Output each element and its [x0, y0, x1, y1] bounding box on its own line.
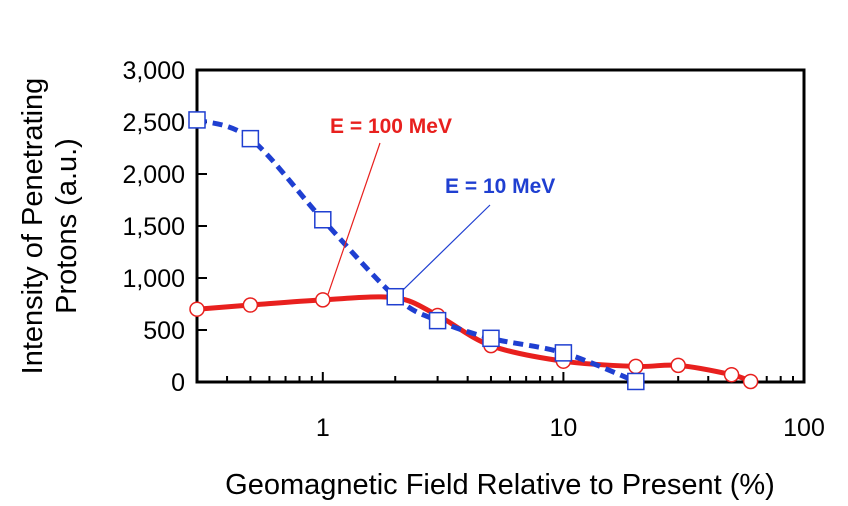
y-axis-title-line-1: Intensity of Penetrating	[17, 78, 49, 375]
y-axis-title: Intensity of Penetrating Protons (a.u.)	[17, 78, 83, 375]
y-tick-label: 2,000	[122, 161, 185, 189]
data-point-square	[241, 129, 260, 148]
data-point-square	[314, 211, 332, 229]
data-point-circle	[242, 297, 259, 313]
plot-area-frame	[195, 68, 806, 384]
series-lines	[196, 117, 752, 384]
x-axis-ticks: 1 10 100	[196, 372, 825, 442]
data-point-circle	[315, 292, 331, 308]
annotation-leaders	[327, 142, 491, 295]
y-axis-ticks: 0 500 1,000 1,500 2,000 2,500 3,000	[122, 57, 207, 397]
data-point-square	[482, 329, 500, 348]
x-tick-label: 10	[549, 414, 577, 442]
x-axis-title: Geomagnetic Field Relative to Present (%…	[225, 469, 775, 501]
series-line-1	[196, 117, 637, 384]
annotation-label: E = 100 MeV	[330, 115, 452, 138]
data-point-square	[554, 344, 573, 362]
annotation-leader-line	[327, 142, 381, 295]
y-tick-label: 1,500	[122, 213, 185, 241]
data-point-square	[428, 311, 447, 330]
x-tick-label: 100	[783, 414, 825, 442]
annotation-leader-line	[399, 204, 491, 293]
y-tick-label: 1,000	[122, 265, 185, 293]
data-point-circle	[723, 366, 740, 383]
y-tick-label: 2,500	[122, 109, 185, 137]
x-tick-label: 1	[316, 414, 330, 442]
data-point-circle	[742, 373, 759, 390]
annotation-label: E = 10 MeV	[445, 175, 555, 198]
y-tick-label: 500	[143, 317, 185, 345]
data-point-circle	[189, 301, 205, 317]
data-point-square	[188, 111, 206, 129]
series-markers	[188, 111, 759, 391]
data-point-square	[627, 372, 645, 391]
data-point-circle	[628, 358, 644, 375]
y-tick-label: 3,000	[122, 57, 185, 85]
data-point-square	[386, 287, 404, 306]
data-point-circle	[670, 357, 686, 374]
y-tick-label: 0	[171, 369, 185, 397]
annotations: E = 100 MeV E = 10 MeV	[330, 115, 555, 198]
y-axis-title-line-2: Protons (a.u.)	[51, 138, 83, 314]
series-line-0	[196, 294, 752, 384]
